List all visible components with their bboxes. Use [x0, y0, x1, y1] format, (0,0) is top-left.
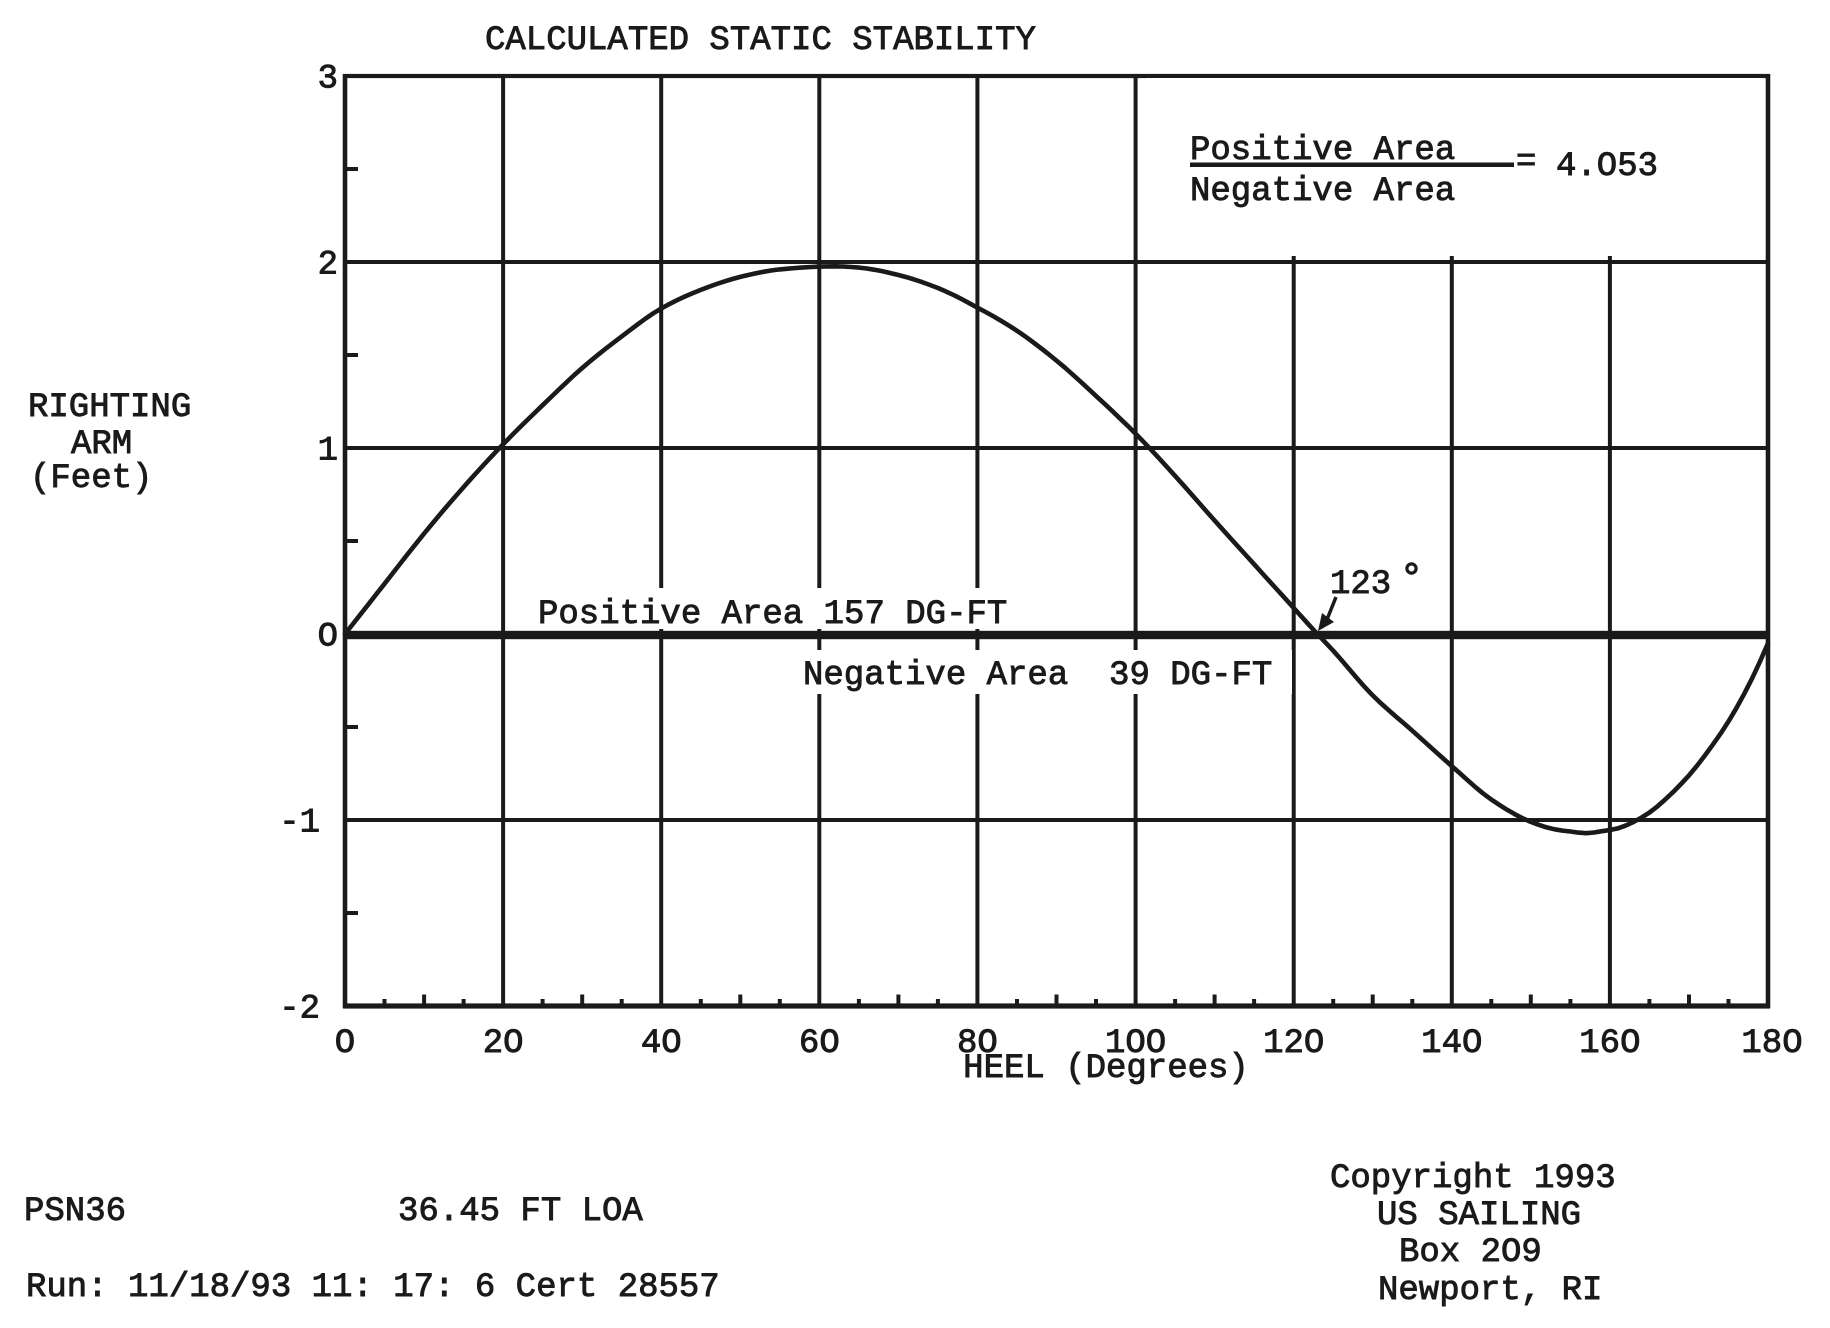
svg-text:36.45 FT LOA: 36.45 FT LOA [398, 1193, 643, 1231]
svg-text:-2: -2 [279, 991, 320, 1029]
svg-text:O: O [335, 1025, 355, 1063]
svg-text:O: O [318, 619, 338, 657]
svg-text:16O: 16O [1579, 1025, 1640, 1063]
svg-text:Copyright 1993: Copyright 1993 [1330, 1160, 1616, 1198]
svg-text:1: 1 [318, 433, 338, 471]
svg-text:Positive Area: Positive Area [1190, 132, 1455, 170]
svg-text:RIGHTING: RIGHTING [28, 389, 191, 427]
svg-text:-1: -1 [279, 805, 320, 843]
svg-text:4.O53: 4.O53 [1556, 148, 1658, 186]
svg-text:Negative Area 39 DG-FT: Negative Area 39 DG-FT [803, 657, 1272, 695]
svg-text:Positive Area 157 DG-FT: Positive Area 157 DG-FT [538, 596, 1007, 634]
svg-text:6O: 6O [799, 1025, 840, 1063]
svg-text:=: = [1516, 144, 1536, 182]
svg-text:4O: 4O [641, 1025, 682, 1063]
svg-text:ARM: ARM [71, 426, 132, 464]
svg-text:3: 3 [318, 61, 338, 99]
svg-text:8O: 8O [957, 1025, 998, 1063]
svg-text:12O: 12O [1263, 1025, 1324, 1063]
svg-text:Negative Area: Negative Area [1190, 173, 1455, 211]
svg-text:(Feet): (Feet) [30, 460, 152, 498]
svg-text:US SAILING: US SAILING [1377, 1197, 1581, 1235]
svg-text:2: 2 [318, 247, 338, 285]
svg-text:PSN36: PSN36 [24, 1193, 126, 1231]
svg-text:Box 2O9: Box 2O9 [1399, 1234, 1542, 1272]
svg-text:CALCULATED STATIC STABILITY: CALCULATED STATIC STABILITY [485, 22, 1036, 60]
svg-text:2O: 2O [483, 1025, 524, 1063]
svg-text:Run: 11/18/93 11: 17: 6 Cert 2: Run: 11/18/93 11: 17: 6 Cert 28557 [26, 1269, 720, 1307]
svg-text:Newport, RI: Newport, RI [1378, 1272, 1602, 1310]
svg-text:14O: 14O [1421, 1025, 1482, 1063]
svg-text:123: 123 [1330, 566, 1391, 604]
svg-text:18O: 18O [1741, 1025, 1802, 1063]
svg-text:1OO: 1OO [1105, 1025, 1166, 1063]
svg-text:HEEL (Degrees): HEEL (Degrees) [963, 1050, 1249, 1088]
